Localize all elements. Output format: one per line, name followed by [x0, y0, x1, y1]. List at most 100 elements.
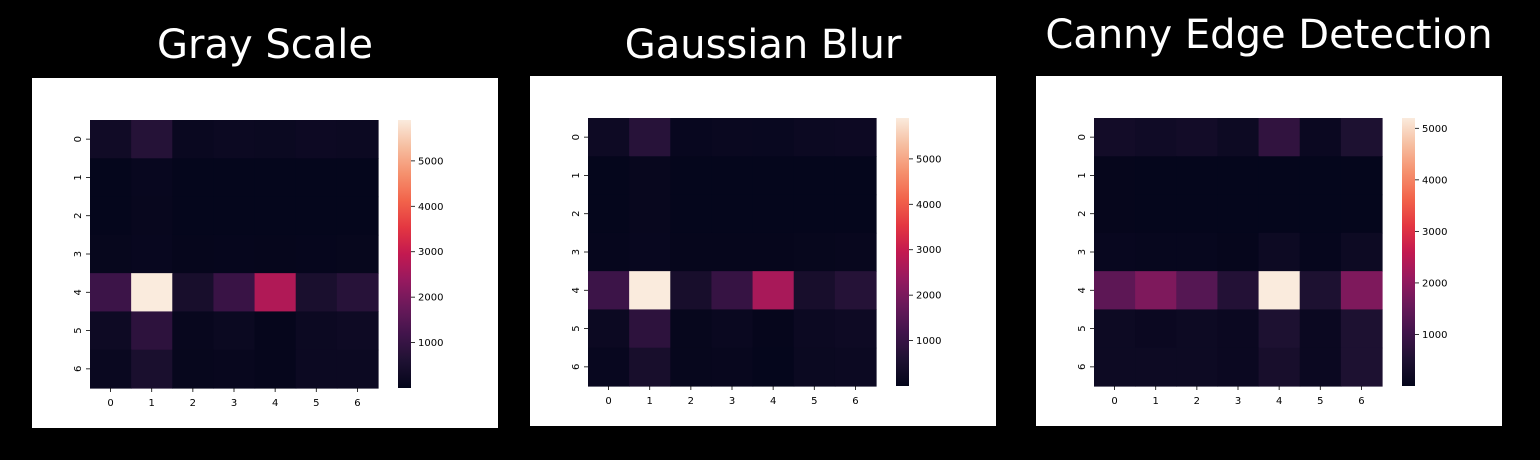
heatmap-cell-r5-c5 — [295, 311, 338, 351]
heatmap-cell-r3-c3 — [711, 232, 754, 272]
heatmap-cell-r6-c5 — [793, 347, 836, 387]
x-tick-label: 2 — [190, 398, 196, 409]
heatmap-cell-r2-c4 — [1258, 194, 1301, 234]
heatmap-cell-r0-c5 — [295, 120, 338, 159]
heatmap-cell-r4-c0 — [90, 273, 132, 313]
y-tick-label: 4 — [571, 287, 582, 293]
heatmap-cell-r3-c6 — [336, 234, 379, 274]
heatmap-cell-r3-c6 — [1340, 232, 1383, 272]
heatmap-cell-r5-c1 — [131, 311, 173, 351]
heatmap-cell-r2-c4 — [752, 194, 795, 234]
heatmap-cell-r4-c6 — [1340, 271, 1383, 311]
x-tick-label: 6 — [354, 398, 360, 409]
heatmap-cell-r5-c5 — [1299, 309, 1342, 349]
x-tick-label: 0 — [605, 396, 611, 407]
heatmap-cell-r2-c1 — [131, 196, 173, 236]
heatmap-canny-edge-detection: 0 1 2 3 4 5 6 0 1 2 3 4 5 6 1000 2000 3000 4000 5000 — [1077, 118, 1447, 407]
colorbar-tick-label: 2000 — [1422, 278, 1447, 289]
heatmap-cell-r6-c0 — [1094, 347, 1136, 387]
heatmap-cell-r3-c2 — [1176, 232, 1219, 272]
heatmap-cell-r4-c2 — [1176, 271, 1219, 311]
colorbar-tick-label: 4000 — [418, 202, 443, 213]
y-tick-label: 6 — [571, 364, 582, 370]
heatmap-cell-r5-c1 — [629, 309, 671, 349]
heatmap-cell-r5-c6 — [834, 309, 877, 349]
heatmap-cell-r5-c5 — [793, 309, 836, 349]
heatmap-cell-r0-c2 — [172, 120, 215, 159]
y-tick-label: 6 — [1077, 364, 1088, 370]
heatmap-cell-r4-c3 — [213, 273, 256, 313]
x-tick-label: 0 — [107, 398, 113, 409]
y-tick-label: 3 — [571, 249, 582, 255]
heatmap-cell-r2-c6 — [834, 194, 877, 234]
heatmap-cell-r1-c6 — [336, 158, 379, 198]
heatmap-cell-r3-c2 — [670, 232, 713, 272]
heatmap-cell-r6-c2 — [172, 349, 215, 389]
heatmap-cell-r6-c1 — [629, 347, 671, 387]
colorbar-tick-label: 5000 — [1422, 124, 1447, 135]
heatmap-cell-r2-c5 — [793, 194, 836, 234]
heatmap-cell-r1-c4 — [254, 158, 297, 198]
heatmap-cell-r0-c2 — [670, 118, 713, 157]
heatmap-cell-r3-c0 — [90, 234, 132, 274]
x-tick-label: 5 — [313, 398, 319, 409]
x-tick-label: 2 — [688, 396, 694, 407]
heatmap-cell-r1-c4 — [752, 156, 795, 196]
y-tick-label: 4 — [73, 289, 84, 295]
heatmap-cell-r4-c5 — [1299, 271, 1342, 311]
heatmap-cell-r0-c3 — [711, 118, 754, 157]
y-tick-label: 5 — [1077, 325, 1088, 331]
heatmap-cell-r2-c2 — [670, 194, 713, 234]
x-tick-label: 6 — [1358, 396, 1364, 407]
heatmap-cell-r2-c4 — [254, 196, 297, 236]
heatmap-cell-r0-c4 — [1258, 118, 1301, 157]
heatmap-cell-r1-c4 — [1258, 156, 1301, 196]
x-tick-label: 0 — [1111, 396, 1117, 407]
heatmap-cell-r0-c2 — [1176, 118, 1219, 157]
heatmap-cell-r3-c4 — [254, 234, 297, 274]
y-tick-label: 2 — [571, 211, 582, 217]
y-tick-label: 2 — [1077, 211, 1088, 217]
heatmap-cell-r2-c6 — [336, 196, 379, 236]
heatmap-cell-r5-c3 — [1217, 309, 1260, 349]
heatmap-cell-r4-c5 — [793, 271, 836, 311]
heatmap-cell-r1-c2 — [670, 156, 713, 196]
heatmap-cell-r6-c1 — [131, 349, 173, 389]
heatmap-cell-r4-c0 — [588, 271, 630, 311]
colorbar-tick-label: 1000 — [418, 338, 443, 349]
colorbar — [398, 120, 411, 388]
heatmap-cell-r6-c3 — [1217, 347, 1260, 387]
heatmap-cell-r2-c5 — [1299, 194, 1342, 234]
y-tick-label: 5 — [571, 325, 582, 331]
colorbar-tick-label: 3000 — [916, 245, 941, 256]
heatmap-cell-r3-c5 — [295, 234, 338, 274]
heatmap-cell-r0-c3 — [213, 120, 256, 159]
heatmap-cell-r0-c6 — [336, 120, 379, 159]
heatmap-cell-r3-c5 — [1299, 232, 1342, 272]
heatmap-cell-r1-c3 — [711, 156, 754, 196]
heatmap-cell-r1-c2 — [1176, 156, 1219, 196]
heatmap-cell-r2-c3 — [711, 194, 754, 234]
x-tick-label: 6 — [852, 396, 858, 407]
heatmap-cell-r5-c6 — [1340, 309, 1383, 349]
heatmap-cell-r1-c1 — [629, 156, 671, 196]
heatmap-cell-r3-c1 — [1135, 232, 1177, 272]
heatmap-cell-r1-c6 — [1340, 156, 1383, 196]
heatmap-cell-r6-c4 — [1258, 347, 1301, 387]
colorbar — [1402, 118, 1415, 386]
heatmap-cell-r5-c4 — [1258, 309, 1301, 349]
heatmap-cell-r3-c6 — [834, 232, 877, 272]
heatmap-panel-gaussian-blur: 0 1 2 3 4 5 6 0 1 2 3 4 5 6 1000 2000 3000 4000 5000 — [530, 76, 996, 426]
heatmap-cell-r0-c6 — [834, 118, 877, 157]
heatmap-cell-r2-c1 — [629, 194, 671, 234]
heatmap-cell-r4-c4 — [1258, 271, 1301, 311]
y-tick-label: 1 — [1077, 172, 1088, 178]
heatmap-panel-canny-edge-detection: 0 1 2 3 4 5 6 0 1 2 3 4 5 6 1000 2000 3000 4000 5000 — [1036, 76, 1502, 426]
colorbar-tick-label: 4000 — [1422, 175, 1447, 186]
heatmap-cell-r5-c0 — [90, 311, 132, 351]
x-tick-label: 1 — [1153, 396, 1159, 407]
heatmap-cell-r5-c2 — [670, 309, 713, 349]
heatmap-cell-r3-c0 — [588, 232, 630, 272]
y-tick-label: 1 — [571, 172, 582, 178]
heatmap-gray-scale: 0 1 2 3 4 5 6 0 1 2 3 4 5 6 1000 2000 3000 4000 5000 — [73, 120, 443, 409]
